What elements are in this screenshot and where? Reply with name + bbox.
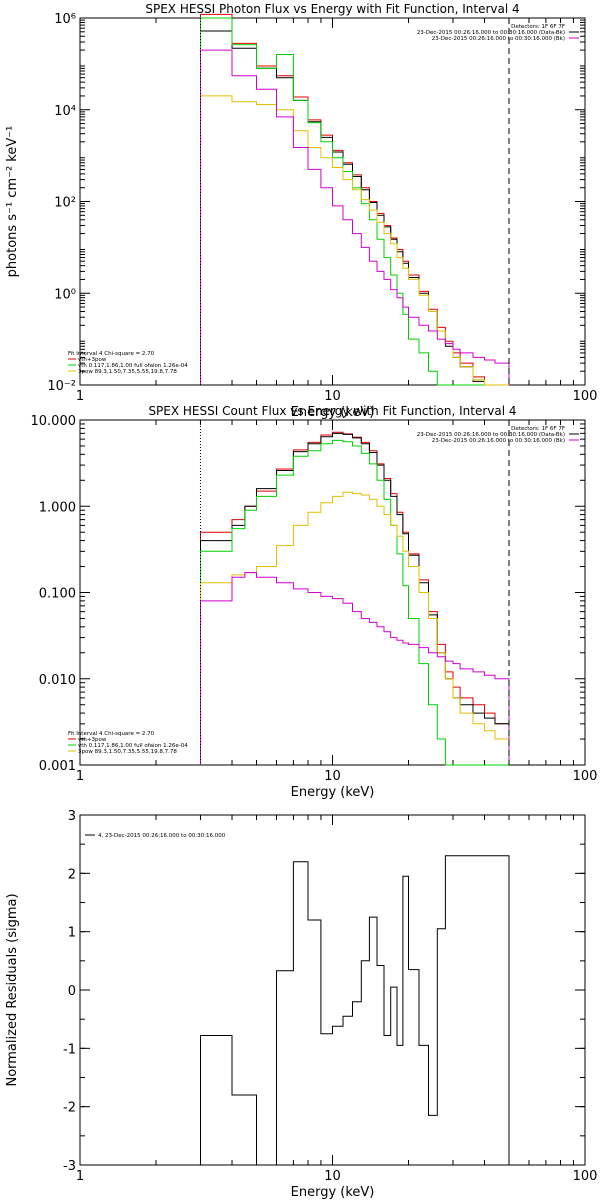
series-total-line bbox=[200, 431, 510, 765]
y-axis-label: photons s⁻¹ cm⁻² keV⁻¹ bbox=[5, 126, 20, 278]
y-axis-label: Normalized Residuals (sigma) bbox=[5, 893, 20, 1086]
legend-top-entry: 4, 23-Dec-2015 00:26:16.000 to 00:30:16.… bbox=[98, 833, 226, 839]
y-tick-label: 10⁻² bbox=[47, 379, 76, 394]
chart-panel-2: SPEX HESSI Count Flux vs Energy with Fit… bbox=[31, 404, 598, 800]
x-tick-label: 1 bbox=[76, 389, 84, 404]
series-thermal-line bbox=[200, 439, 509, 766]
series-thermal-line bbox=[200, 17, 509, 386]
series-nonthermal-line bbox=[200, 491, 510, 765]
chart-panel-1: SPEX HESSI Photon Flux vs Energy with Fi… bbox=[5, 2, 597, 420]
y-tick-label: 0.010 bbox=[39, 673, 76, 688]
x-tick-label: 100 bbox=[573, 389, 598, 404]
legend-bottom-entry: vth+3pow bbox=[78, 737, 107, 743]
legend-top-entry: Detectors: 1F 6F 7F bbox=[511, 426, 565, 432]
x-tick-label: 10 bbox=[324, 389, 341, 404]
legend-top-entry: 23-Dec-2015 00:26:16.000 to 00:30:16.000… bbox=[417, 30, 565, 36]
legend-bottom-entry: Fit Interval 4 Chi-square = 2.70 bbox=[68, 351, 155, 357]
legend-bottom-entry: 3pow 89.3,1.50,7.35,5.55,19.8,7.78 bbox=[78, 369, 177, 375]
series-data-line bbox=[200, 432, 510, 765]
y-tick-label: -2 bbox=[63, 1101, 76, 1116]
chart-title: SPEX HESSI Photon Flux vs Energy with Fi… bbox=[145, 2, 519, 16]
x-axis-label: Energy (keV) bbox=[291, 405, 375, 420]
y-tick-label: 2 bbox=[68, 867, 76, 882]
y-tick-label: 10⁴ bbox=[54, 104, 76, 119]
legend-bottom-entry: 3pow 89.3,1.50,7.35,5.55,19.8,7.78 bbox=[78, 749, 177, 755]
y-tick-label: 3 bbox=[68, 809, 76, 824]
series-total-line bbox=[200, 13, 509, 386]
y-tick-label: 0.100 bbox=[39, 587, 76, 602]
series-data-line bbox=[200, 855, 510, 1166]
x-tick-label: 1 bbox=[76, 769, 84, 784]
y-tick-label: 1.000 bbox=[39, 500, 76, 515]
series-nonthermal-line bbox=[200, 95, 509, 386]
x-tick-label: 100 bbox=[573, 769, 598, 784]
legend-bottom-entry: vth 0.117,1.86,1.00 full ofaion 1.26e-04 bbox=[78, 743, 188, 749]
legend-top-entry: 23-Dec-2015 00:26:16.000 to 00:30:16.000… bbox=[432, 36, 565, 42]
x-tick-label: 10 bbox=[324, 769, 341, 784]
legend-top-entry: Detectors: 1F 6F 7F bbox=[511, 24, 565, 30]
legend-top-entry: 23-Dec-2015 00:26:16.000 to 00:30:16.000… bbox=[417, 432, 565, 438]
x-axis-label: Energy (keV) bbox=[291, 785, 375, 800]
series-background-line bbox=[200, 49, 510, 385]
x-tick-label: 100 bbox=[573, 1169, 598, 1184]
y-tick-label: 0 bbox=[68, 984, 76, 999]
series-data-line bbox=[200, 30, 509, 386]
legend-top-entry: 23-Dec-2015 00:26:16.000 to 00:30:16.000… bbox=[432, 438, 565, 444]
y-tick-label: 10⁶ bbox=[54, 12, 76, 27]
chart-title: SPEX HESSI Count Flux vs Energy with Fit… bbox=[148, 404, 516, 418]
legend-bottom-entry: vth 0.117,1.86,1.00 full ofaion 1.26e-04 bbox=[78, 363, 188, 369]
chart-panel-3: 1 10 100 Energy (keV) -3 -2 -1 0 1 2 3 Normalized R… bbox=[5, 809, 597, 1200]
legend-bottom-entry: vth+3pow bbox=[78, 357, 107, 363]
x-tick-label: 1 bbox=[76, 1169, 84, 1184]
legend-bottom-entry: Fit Interval 4 Chi-square = 2.70 bbox=[68, 731, 155, 737]
y-tick-label: 10.000 bbox=[31, 414, 77, 429]
series-background-line bbox=[200, 572, 510, 765]
y-tick-label: 10⁰ bbox=[54, 287, 76, 302]
x-tick-label: 10 bbox=[324, 1169, 341, 1184]
y-tick-label: 10² bbox=[54, 196, 76, 211]
y-tick-label: 0.001 bbox=[39, 759, 76, 774]
y-tick-label: -3 bbox=[63, 1159, 76, 1174]
x-axis-label: Energy (keV) bbox=[291, 1185, 375, 1200]
y-tick-label: -1 bbox=[63, 1042, 76, 1057]
y-tick-label: 1 bbox=[68, 926, 76, 941]
